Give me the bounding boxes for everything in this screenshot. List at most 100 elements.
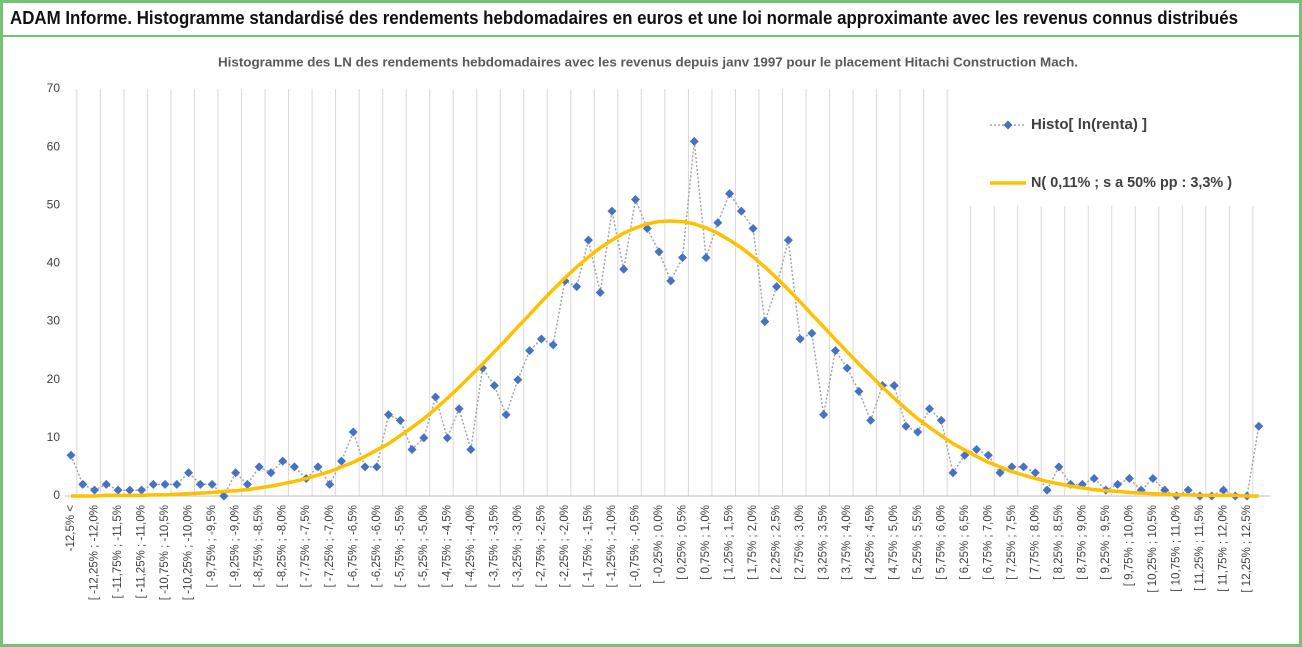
marker [219,491,229,501]
marker [395,415,405,425]
marker [1124,474,1134,484]
x-tick-label: [ -7,75% ; -7,5% [300,505,312,587]
x-tick-label: [ -1,75% ; -1,5% [582,505,594,587]
marker [360,462,370,472]
x-tick-label: [ 4,75% ; 5,0% [888,505,900,580]
x-tick-label: [ -2,75% ; -2,5% [535,505,547,587]
marker [924,404,934,414]
marker [160,479,170,489]
x-tick-label: [ 8,25% ; 8,5% [1053,505,1065,580]
marker [78,479,88,489]
y-tick-label: 30 [47,314,61,328]
x-tick-label: [ -11,25% ; -11,0% [136,505,148,599]
marker [325,479,335,489]
marker [619,264,629,274]
x-tick-label: [ 8,75% ; 9,0% [1076,505,1088,580]
marker [489,381,499,391]
y-tick-label: 60 [47,139,61,153]
marker [113,485,123,495]
x-tick-label: [ -10,75% ; -10,5% [159,505,171,600]
x-tick-label: [ -6,25% ; -6,0% [371,505,383,587]
marker [195,479,205,489]
x-tick-label: [ 7,75% ; 8,0% [1029,505,1041,580]
marker [795,334,805,344]
marker [736,206,746,216]
series-line [71,219,1259,498]
marker [948,468,958,478]
marker [90,485,100,495]
marker [748,224,758,234]
x-tick-label: [ 7,25% ; 7,5% [1006,505,1018,580]
marker [654,247,664,257]
marker [901,421,911,431]
marker [148,479,158,489]
x-tick-label: [ -8,75% ; -8,5% [253,505,265,587]
y-tick-label: 40 [47,256,61,270]
x-tick-label: [ -3,75% ; -3,5% [488,505,500,587]
legend-label: N( 0,11% ; s a 50% pp : 3,3% ) [1031,174,1232,191]
marker [889,381,899,391]
x-tick-label: [ -4,75% ; -4,5% [441,505,453,587]
marker [772,282,782,292]
marker [819,410,829,420]
marker [336,456,346,466]
header: ADAM Informe. Histogramme standardisé de… [10,8,1238,28]
series-line [70,141,1260,498]
marker [1148,474,1158,484]
x-tick-label: [ 11,25% ; 11,5% [1194,505,1206,591]
x-tick-label: [ 5,75% ; 6,0% [935,505,947,580]
x-tick-label: [ -3,25% ; -3,0% [512,505,524,587]
marker [995,468,1005,478]
marker [266,468,276,478]
marker [207,479,217,489]
chart-title: Histogramme des LN des rendements hebdom… [218,54,1078,69]
marker [713,218,723,228]
x-tick-label: [ -9,75% ; -9,5% [206,505,218,587]
x-tick-label: [ 11,75% ; 12,0% [1218,505,1230,592]
x-tick-label: [ -5,75% ; -5,5% [394,505,406,587]
x-tick-label: [ -10,25% ; -10,0% [183,505,195,600]
marker [66,450,76,460]
marker [1113,479,1123,489]
x-tick-label: [ 4,25% ; 4,5% [865,505,877,580]
x-tick-label: [ 10,75% ; 11,0% [1170,505,1182,592]
marker [725,189,735,199]
marker [184,468,194,478]
marker [783,235,793,245]
x-tick-label: [ 0,25% ; 0,5% [677,505,689,580]
x-tick-label: [ 6,25% ; 6,5% [959,505,971,580]
x-tick-label: [ 2,75% ; 3,0% [794,505,806,580]
x-tick-label: [ 1,75% ; 2,0% [747,505,759,580]
x-tick-label: [ 3,75% ; 4,0% [841,505,853,580]
marker [1218,485,1228,495]
marker [548,340,558,350]
marker [431,392,441,402]
x-tick-label: [ 5,25% ; 5,5% [912,505,924,580]
marker [101,479,111,489]
legend-label: Histo[ ln(renta) ] [1031,116,1147,133]
marker [1089,474,1099,484]
marker [854,386,864,396]
x-tick-label: [ 0,75% ; 1,0% [700,505,712,580]
y-tick-label: 0 [53,488,60,502]
marker [407,444,417,454]
x-tick-label: [ 10,25% ; 10,5% [1147,505,1159,593]
x-tick-label: [ -5,25% ; -5,0% [418,505,430,587]
marker [372,462,382,472]
marker [125,485,135,495]
y-tick-label: 20 [47,372,61,386]
marker [1019,462,1029,472]
x-tick-label: [ -7,25% ; -7,0% [324,505,336,587]
marker [595,288,605,297]
marker [983,450,993,460]
y-tick-label: 10 [47,430,61,444]
marker [525,346,535,356]
legend-box [962,88,1290,206]
marker [866,415,876,425]
marker [384,410,394,420]
marker [289,462,299,472]
x-tick-label: [ 12,25% ; 12,5% [1241,505,1253,593]
x-tick-label: [ 2,25% ; 2,5% [771,505,783,580]
marker [936,415,946,425]
x-tick-label: -12,5% < [65,505,77,552]
